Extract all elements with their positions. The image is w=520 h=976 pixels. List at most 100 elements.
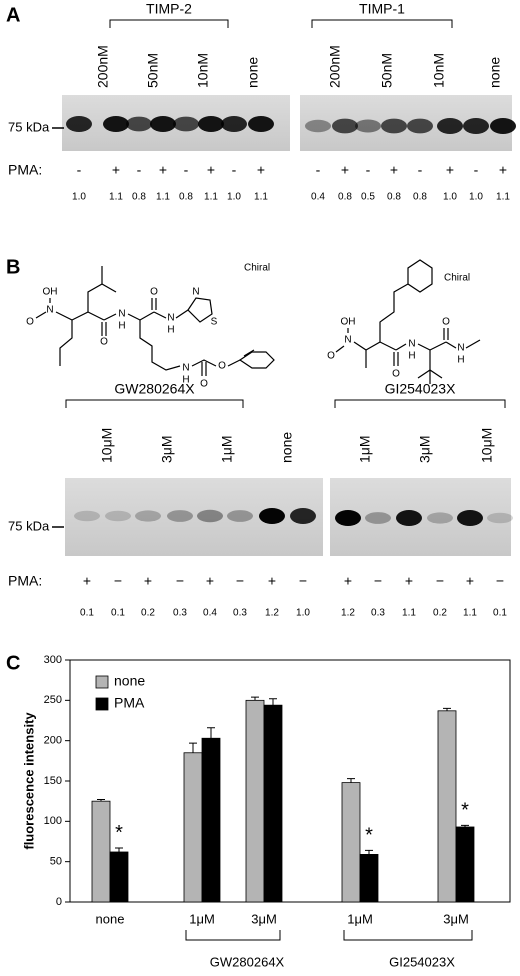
band — [135, 510, 161, 522]
quant-value: 0.3 — [173, 608, 187, 619]
atom-label: N — [457, 343, 464, 354]
error-bar — [207, 727, 215, 739]
lane-label: 3μM — [159, 435, 175, 463]
pma-sign: + — [159, 162, 167, 178]
lane-label: 10μM — [99, 428, 115, 463]
quant-value: 1.1 — [254, 192, 268, 203]
atom-label: H — [182, 375, 189, 386]
quant-value: 1.1 — [204, 192, 218, 203]
band — [66, 116, 92, 132]
panel-label: B — [6, 256, 20, 278]
atom-label: H — [457, 355, 464, 366]
quant-value: 1.0 — [72, 192, 86, 203]
pma-sign: - — [316, 162, 321, 178]
band — [437, 118, 463, 134]
pma-sign: − — [374, 573, 382, 589]
bar — [359, 854, 379, 903]
band — [487, 512, 513, 524]
pma-sign: - — [137, 162, 142, 178]
pma-sign: + — [344, 573, 352, 589]
band — [259, 508, 285, 524]
pma-sign: + — [446, 162, 454, 178]
pma-sign: + — [112, 162, 120, 178]
marker-label: 75 kDa — [8, 119, 50, 134]
band — [173, 116, 199, 132]
bar — [455, 826, 475, 903]
pma-sign: + — [83, 573, 91, 589]
atom-label: O — [327, 351, 335, 362]
lane-label: 200nM — [95, 45, 111, 88]
lane-label: none — [487, 57, 503, 88]
lane-label: none — [279, 432, 295, 463]
annotation: * — [461, 800, 469, 822]
bracket — [334, 399, 506, 408]
bracket — [65, 399, 244, 408]
quant-value: 1.1 — [496, 192, 510, 203]
band — [150, 116, 176, 132]
atom-label: N — [408, 339, 415, 350]
lane-label: none — [245, 57, 261, 88]
pma-sign: − — [436, 573, 444, 589]
quant-value: 1.1 — [109, 192, 123, 203]
atom-label: N — [182, 363, 189, 374]
bar — [183, 752, 203, 903]
pma-sign: − — [496, 573, 504, 589]
x-tick-label: none — [96, 911, 125, 926]
pma-sign: - — [77, 162, 82, 178]
panel-label: C — [6, 652, 20, 674]
x-tick-label: 3μM — [443, 911, 469, 926]
annotation: * — [365, 825, 373, 847]
y-tick-label: 0 — [56, 896, 62, 908]
quant-value: 0.8 — [413, 192, 427, 203]
band — [381, 118, 407, 134]
band — [198, 116, 224, 132]
quant-value: 0.2 — [141, 608, 155, 619]
pma-sign: + — [390, 162, 398, 178]
quant-value: 0.1 — [493, 608, 507, 619]
legend-swatch — [95, 675, 109, 689]
quant-value: 0.8 — [387, 192, 401, 203]
atom-label: O — [26, 317, 34, 328]
band — [305, 119, 331, 133]
group-label: TIMP-2 — [146, 1, 192, 17]
band — [355, 119, 381, 133]
quant-value: 1.1 — [463, 608, 477, 619]
y-axis-label: fluorescence intensity — [21, 712, 36, 850]
pma-sign: + — [206, 573, 214, 589]
x-tick-label: 1μM — [347, 911, 373, 926]
error-bar — [115, 847, 123, 852]
atom-label: H — [118, 321, 125, 332]
band — [463, 118, 489, 134]
quant-value: 0.2 — [433, 608, 447, 619]
pma-sign: + — [268, 573, 276, 589]
atom-label: N — [192, 287, 199, 298]
chiral-label: Chiral — [444, 273, 470, 284]
quant-value: 0.8 — [132, 192, 146, 203]
atom-label: OH — [43, 287, 58, 298]
group-bracket — [185, 930, 281, 941]
error-bar — [347, 778, 355, 783]
pma-label: PMA: — [8, 573, 42, 589]
atom-label: N — [167, 313, 174, 324]
band — [167, 510, 193, 522]
bar — [263, 704, 283, 903]
quant-value: 0.5 — [361, 192, 375, 203]
group-label: GW280264X — [210, 954, 285, 969]
y-tick-label: 50 — [50, 856, 62, 868]
pma-sign: - — [418, 162, 423, 178]
pma-sign: − — [114, 573, 122, 589]
pma-sign: − — [236, 573, 244, 589]
group-label: GI254023X — [385, 381, 456, 397]
atom-label: O — [100, 337, 108, 348]
pma-sign: + — [257, 162, 265, 178]
quant-value: 1.0 — [227, 192, 241, 203]
lane-label: 50nM — [379, 53, 395, 88]
bar — [245, 699, 265, 903]
quant-value: 1.0 — [296, 608, 310, 619]
quant-value: 1.0 — [469, 192, 483, 203]
bracket — [109, 19, 229, 28]
error-bar — [269, 698, 277, 706]
bar — [109, 851, 129, 903]
